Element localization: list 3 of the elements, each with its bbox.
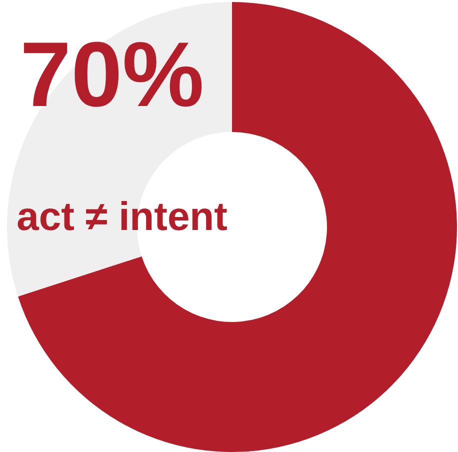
donut-slice — [18, 2, 457, 452]
chart-title: 70% — [20, 24, 204, 126]
text: act ≠ intent — [16, 195, 228, 239]
